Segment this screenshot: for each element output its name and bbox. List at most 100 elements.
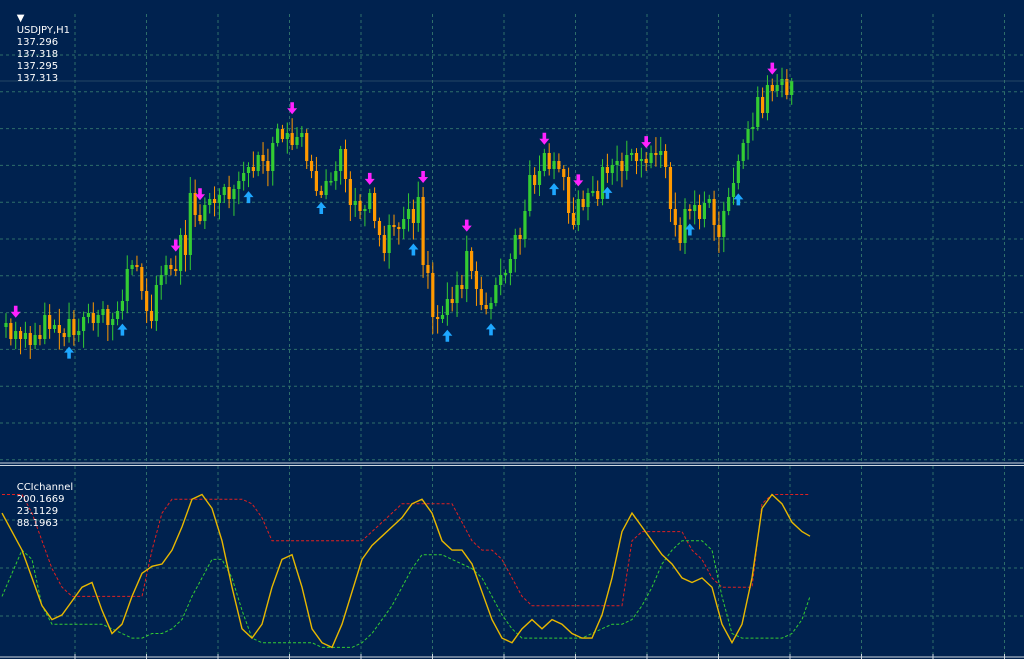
candle-body	[208, 199, 212, 205]
candle-body	[591, 191, 595, 193]
candle-body	[731, 183, 736, 197]
candle-body	[329, 181, 333, 183]
candle-body	[140, 267, 144, 291]
candle-body	[523, 211, 527, 239]
candle-body	[314, 171, 318, 191]
candle-body	[625, 155, 629, 171]
arrow-up-icon	[486, 323, 496, 336]
candle-body	[377, 221, 382, 235]
indicator-header: CCIchannel 200.1669 23.1129 88.1963	[4, 470, 73, 542]
arrow-down-icon	[195, 188, 205, 201]
candle-body	[14, 331, 18, 339]
candle-body	[639, 159, 643, 161]
candle-body	[765, 85, 770, 113]
open-price: 137.296	[16, 37, 59, 48]
candle-body	[285, 133, 289, 139]
candle-body	[237, 181, 241, 189]
candle-body	[421, 197, 425, 265]
arrow-down-icon	[641, 136, 652, 149]
candle-body	[179, 235, 183, 271]
candle-body	[533, 175, 537, 185]
arrow-down-icon	[364, 172, 375, 185]
candle-body	[111, 319, 115, 325]
candle-body	[537, 171, 542, 185]
candle-body	[397, 227, 401, 229]
lower-channel-line	[1, 540, 811, 648]
arrow-up-icon	[684, 223, 695, 236]
candle-body	[300, 133, 304, 137]
cci-lines	[1, 493, 811, 649]
candle-body	[43, 315, 47, 339]
candle-body	[450, 299, 454, 303]
candle-body	[358, 201, 362, 211]
arrow-down-icon	[767, 62, 778, 75]
candle-body	[382, 235, 386, 253]
candle-body	[198, 215, 202, 221]
candle-body	[251, 167, 255, 171]
candle-body	[363, 209, 367, 211]
arrow-down-icon	[418, 171, 429, 184]
candle-body	[557, 161, 561, 169]
candle-body	[615, 161, 619, 165]
candle-body	[440, 315, 445, 319]
candle-body	[668, 167, 673, 209]
candle-body	[115, 311, 120, 319]
arrow-up-icon	[243, 191, 254, 204]
candle-body	[664, 151, 668, 167]
arrow-down-icon	[539, 132, 550, 145]
candle-body	[373, 193, 377, 221]
candle-body	[780, 79, 784, 85]
candle-body	[494, 285, 498, 303]
candle-body	[634, 153, 639, 161]
candle-body	[678, 225, 682, 243]
candle-body	[38, 335, 42, 339]
grid	[0, 14, 1024, 656]
candle-body	[256, 155, 260, 171]
arrow-up-icon	[602, 186, 613, 199]
candle-body	[135, 265, 139, 267]
candle-body	[48, 315, 52, 329]
candle-body	[610, 165, 614, 173]
candle-body	[688, 209, 692, 211]
candle-body	[707, 199, 711, 203]
candle-body	[169, 265, 173, 269]
candle-body	[101, 309, 105, 315]
candle-body	[697, 205, 702, 219]
candle-body	[120, 301, 124, 311]
candle-body	[222, 187, 226, 195]
low-price: 137.295	[16, 61, 59, 72]
candle-body	[149, 311, 154, 321]
candle-body	[91, 313, 95, 323]
price-candles	[0, 67, 1024, 359]
arrow-up-icon	[549, 183, 560, 196]
candle-body	[57, 325, 61, 333]
candle-body	[785, 79, 789, 95]
candle-body	[23, 333, 27, 339]
arrow-down-icon	[287, 102, 298, 115]
pane-frames	[0, 462, 1024, 659]
candle-body	[790, 81, 794, 95]
candle-body	[659, 151, 663, 155]
arrow-down-icon	[170, 239, 181, 252]
candle-body	[193, 193, 197, 215]
candle-body	[290, 133, 294, 145]
candle-body	[673, 209, 677, 225]
candle-body	[426, 265, 430, 273]
candle-body	[154, 285, 158, 321]
dropdown-triangle-icon[interactable]: ▼	[16, 13, 25, 24]
close-price: 137.313	[16, 73, 59, 84]
candle-body	[620, 161, 624, 171]
arrow-down-icon	[10, 305, 21, 318]
candle-body	[717, 225, 721, 237]
candle-body	[353, 201, 357, 205]
candle-body	[484, 305, 488, 309]
candle-body	[741, 143, 745, 161]
candle-body	[761, 97, 765, 113]
candle-body	[266, 161, 270, 171]
candle-body	[319, 191, 323, 195]
candle-body	[164, 265, 168, 275]
signal-arrows	[10, 62, 778, 359]
candle-body	[392, 225, 396, 227]
